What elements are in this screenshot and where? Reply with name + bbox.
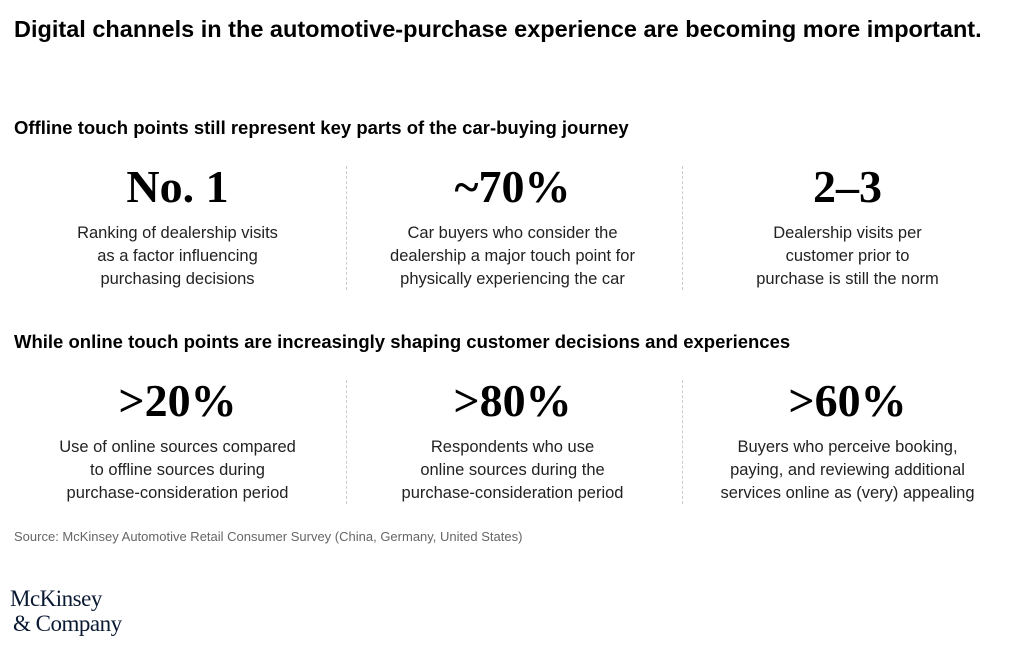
mckinsey-logo: McKinsey & Company — [10, 586, 122, 636]
section-heading-online: While online touch points are increasing… — [14, 331, 791, 352]
stat-value: 2–3 — [813, 161, 882, 212]
stat-card: >20% Use of online sources compared to off… — [10, 374, 345, 505]
stat-description: Dealership visits per customer prior to pu… — [756, 224, 939, 288]
stat-value: ~70% — [454, 161, 571, 212]
stat-description: Car buyers who consider the dealership a … — [390, 224, 635, 288]
stat-card: >80% Respondents who use online sources du… — [345, 374, 680, 505]
stats-row-online: >20% Use of online sources compared to off… — [10, 374, 1015, 505]
stat-description: Use of online sources compared to offline… — [59, 438, 296, 502]
divider — [682, 166, 683, 290]
stats-row-offline: No. 1 Ranking of dealership visits as a fa… — [10, 160, 1015, 291]
stat-description: Respondents who use online sources during… — [401, 438, 624, 502]
stat-value: >80% — [453, 375, 572, 426]
stat-card: 2–3 Dealership visits per customer prior t… — [680, 160, 1015, 291]
section-heading-offline: Offline touch points still represent key… — [14, 117, 629, 138]
stat-value: No. 1 — [126, 161, 229, 212]
stat-description: Ranking of dealership visits as a factor … — [77, 224, 278, 288]
page-title: Digital channels in the automotive-purch… — [14, 16, 982, 42]
stat-description: Buyers who perceive booking, paying, and … — [720, 438, 975, 502]
stat-card: ~70% Car buyers who consider the dealershi… — [345, 160, 680, 291]
stat-card: >60% Buyers who perceive booking, paying, … — [680, 374, 1015, 505]
divider — [346, 380, 347, 504]
stat-value: >20% — [118, 375, 237, 426]
stat-value: >60% — [788, 375, 907, 426]
source-note: Source: McKinsey Automotive Retail Consu… — [14, 529, 523, 544]
stat-card: No. 1 Ranking of dealership visits as a fa… — [10, 160, 345, 291]
divider — [346, 166, 347, 290]
divider — [682, 380, 683, 504]
